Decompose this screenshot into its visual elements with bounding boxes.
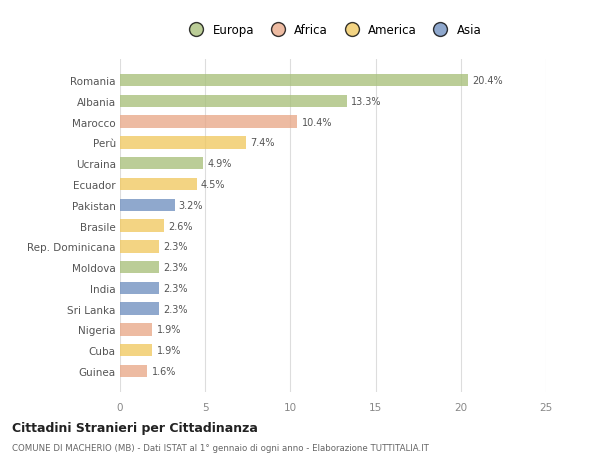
Bar bbox=[120, 324, 152, 336]
Text: 1.9%: 1.9% bbox=[157, 345, 181, 355]
Bar bbox=[120, 179, 197, 191]
Bar bbox=[120, 137, 246, 149]
Text: 2.3%: 2.3% bbox=[163, 242, 188, 252]
Text: 20.4%: 20.4% bbox=[472, 76, 503, 86]
Text: 3.2%: 3.2% bbox=[179, 200, 203, 210]
Text: 2.6%: 2.6% bbox=[169, 221, 193, 231]
Bar bbox=[120, 282, 159, 294]
Bar bbox=[120, 158, 203, 170]
Bar bbox=[120, 303, 159, 315]
Text: 2.3%: 2.3% bbox=[163, 304, 188, 314]
Text: 2.3%: 2.3% bbox=[163, 283, 188, 293]
Bar bbox=[120, 261, 159, 274]
Text: 1.6%: 1.6% bbox=[152, 366, 176, 376]
Text: 13.3%: 13.3% bbox=[351, 97, 382, 107]
Bar bbox=[120, 241, 159, 253]
Bar bbox=[120, 95, 347, 108]
Text: 4.9%: 4.9% bbox=[208, 159, 232, 169]
Text: 4.5%: 4.5% bbox=[201, 179, 226, 190]
Text: 7.4%: 7.4% bbox=[250, 138, 275, 148]
Text: 2.3%: 2.3% bbox=[163, 263, 188, 273]
Text: COMUNE DI MACHERIO (MB) - Dati ISTAT al 1° gennaio di ogni anno - Elaborazione T: COMUNE DI MACHERIO (MB) - Dati ISTAT al … bbox=[12, 443, 429, 452]
Bar bbox=[120, 75, 467, 87]
Text: Cittadini Stranieri per Cittadinanza: Cittadini Stranieri per Cittadinanza bbox=[12, 421, 258, 434]
Bar bbox=[120, 199, 175, 212]
Text: 10.4%: 10.4% bbox=[301, 118, 332, 128]
Bar bbox=[120, 220, 164, 232]
Bar bbox=[120, 116, 297, 129]
Legend: Europa, Africa, America, Asia: Europa, Africa, America, Asia bbox=[179, 19, 487, 41]
Bar bbox=[120, 344, 152, 357]
Bar bbox=[120, 365, 147, 377]
Text: 1.9%: 1.9% bbox=[157, 325, 181, 335]
